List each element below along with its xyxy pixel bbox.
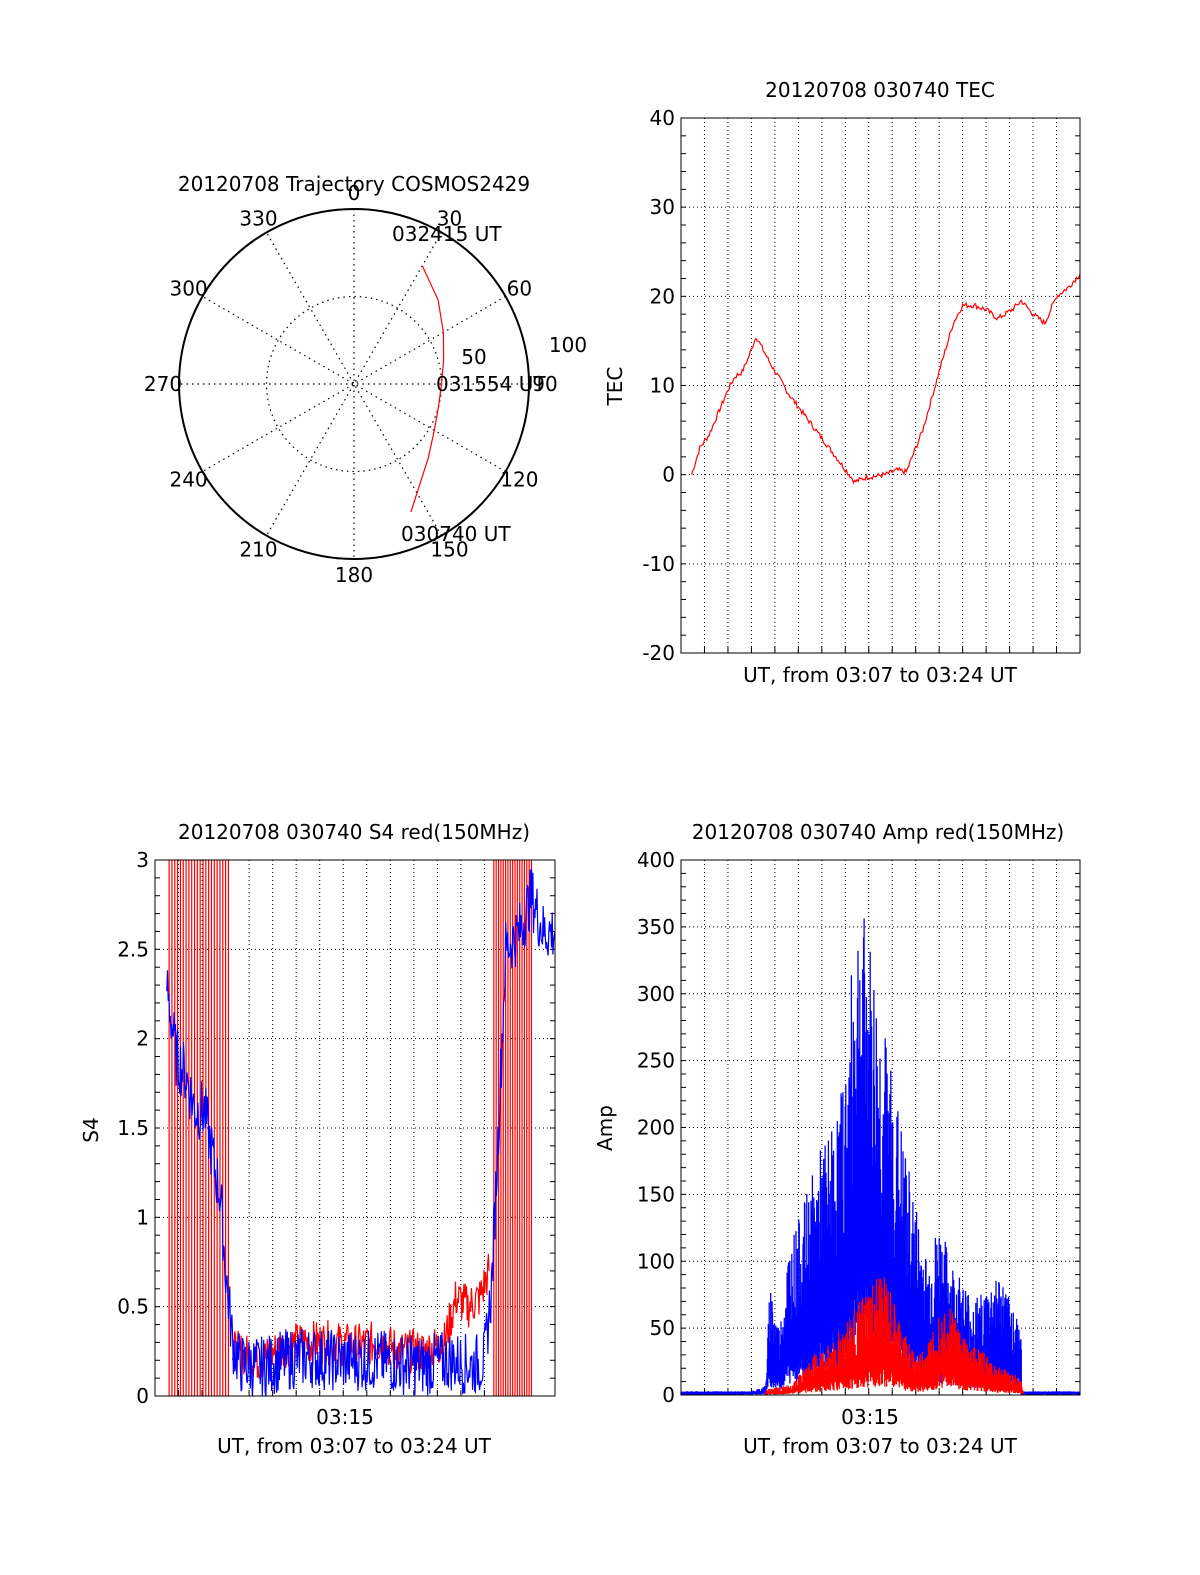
polar-angle-label-180: 180 (335, 563, 373, 587)
tec-xlabel: UT, from 03:07 to 03:24 UT (743, 663, 1018, 687)
polar-annotation-end: 032415 UT (392, 222, 502, 246)
s4-chart: 20120708 030740 S4 red(150MHz) 0 0.5 1 1.5 2… (79, 820, 556, 1458)
polar-angle-label-330: 330 (239, 207, 277, 231)
s4-ytick-label: 1.5 (117, 1116, 149, 1140)
polar-grid-spoke-150 (265, 232, 443, 536)
polar-angle-label-0: 0 (348, 181, 361, 205)
tec-ytick-label: -20 (642, 641, 675, 665)
s4-title: 20120708 030740 S4 red(150MHz) (178, 820, 530, 844)
tec-y-tick-labels: -20 -10 0 10 20 30 40 (642, 106, 675, 665)
tec-ytick-label: 0 (662, 463, 675, 487)
polar-outer-ring (178, 208, 530, 560)
tec-red-line (691, 273, 1081, 485)
tec-ytick-label: 10 (650, 374, 675, 398)
amp-noise-fills (680, 918, 1081, 1395)
s4-ytick-label: 0.5 (117, 1295, 149, 1319)
polar-angle-label-300: 300 (169, 277, 207, 301)
polar-angle-label-270: 270 (144, 372, 182, 396)
tec-ytick-label: 20 (650, 284, 675, 308)
s4-frame (154, 859, 556, 1397)
s4-xtick-0315: 03:15 (316, 1405, 374, 1429)
polar-radial-label-50: 50 (461, 345, 486, 369)
amp-ytick-label: 150 (637, 1182, 675, 1206)
s4-ytick-label: 0 (136, 1384, 149, 1408)
amp-ytick-label: 200 (637, 1116, 675, 1140)
amp-red-line (764, 1277, 1024, 1395)
amp-ytick-label: 50 (650, 1316, 675, 1340)
polar-grid-spoke-60 (202, 295, 506, 473)
amp-title: 20120708 030740 Amp red(150MHz) (692, 820, 1064, 844)
polar-radial-label-100: 100 (549, 333, 587, 357)
amp-ytick-label: 300 (637, 982, 675, 1006)
amp-chart: 20120708 030740 Amp red(150MHz) 0 50 100 15… (593, 820, 1081, 1458)
tec-ytick-label: 30 (650, 195, 675, 219)
amp-xlabel: UT, from 03:07 to 03:24 UT (743, 1434, 1018, 1458)
s4-ylabel: S4 (79, 1117, 103, 1142)
amp-frame (680, 859, 1081, 1396)
s4-grid (155, 860, 555, 1397)
polar-trajectory-line (410, 265, 445, 513)
amp-ytick-label: 100 (637, 1249, 675, 1273)
polar-grid-spoke-120 (202, 295, 506, 473)
polar-annotation-mid: 031554 UT (436, 372, 546, 396)
s4-y-tick-labels: 0 0.5 1 1.5 2 2.5 3 (117, 848, 149, 1408)
polar-angle-label-90: 90 (532, 372, 557, 396)
polar-grid-ring-50 (265, 295, 443, 473)
tec-frame (680, 117, 1081, 654)
polar-angle-label-210: 210 (239, 537, 277, 561)
polar-angle-label-30: 30 (437, 207, 462, 231)
amp-ytick-label: 0 (662, 1383, 675, 1407)
s4-blue-line (166, 868, 556, 1397)
polar-title: 20120708 Trajectory COSMOS2429 (178, 172, 530, 196)
amp-ylabel: Amp (593, 1105, 617, 1151)
polar-trajectory-chart: 20120708 Trajectory COSMOS2429 0 30 60 90 12… (144, 172, 587, 587)
amp-y-tick-labels: 0 50 100 150 200 250 300 350 400 (637, 848, 675, 1407)
amp-ytick-label: 250 (637, 1049, 675, 1073)
tec-grid (681, 118, 1080, 654)
s4-ytick-label: 2.5 (117, 937, 149, 961)
polar-angle-labels: 0 30 60 90 120 150 180 210 240 270 300 330 (144, 181, 558, 587)
amp-ytick-label: 400 (637, 848, 675, 872)
polar-annotation-start: 030740 UT (401, 522, 511, 546)
polar-angle-label-120: 120 (500, 468, 538, 492)
tec-ytick-label: 40 (650, 106, 675, 130)
tec-title: 20120708 030740 TEC (765, 78, 995, 102)
amp-xtick-0315: 03:15 (841, 1405, 899, 1429)
s4-ytick-label: 3 (136, 848, 149, 872)
amp-ytick-label: 350 (637, 915, 675, 939)
tec-ytick-label: -10 (642, 552, 675, 576)
polar-angle-label-240: 240 (169, 468, 207, 492)
s4-ytick-label: 2 (136, 1027, 149, 1051)
polar-angle-label-150: 150 (430, 537, 468, 561)
polar-grid-spoke-30 (265, 232, 443, 536)
tec-ylabel: TEC (603, 367, 627, 407)
s4-ytick-label: 1 (136, 1205, 149, 1229)
polar-angle-label-60: 60 (507, 277, 532, 301)
s4-xlabel: UT, from 03:07 to 03:24 UT (217, 1434, 492, 1458)
